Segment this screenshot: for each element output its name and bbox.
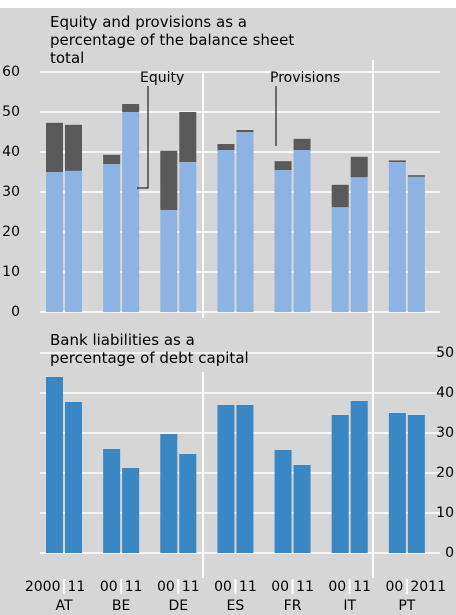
- x-tick-label: 00: [328, 579, 346, 595]
- bar: [407, 175, 425, 177]
- bar: [274, 170, 292, 312]
- y-tick-label: 50: [436, 345, 454, 361]
- annotation: Equity: [140, 70, 184, 86]
- bar: [122, 468, 140, 553]
- group-label: ES: [227, 598, 245, 614]
- y-tick-label: 20: [2, 224, 20, 240]
- group-label: AT: [55, 598, 72, 614]
- y-tick-label: 10: [436, 505, 454, 521]
- x-tick-label: 00: [214, 579, 232, 595]
- x-tick-label: 2011: [410, 579, 446, 595]
- bar: [293, 150, 311, 312]
- bar: [274, 161, 292, 170]
- bar: [217, 144, 235, 150]
- group-label: FR: [284, 598, 302, 614]
- bar: [103, 154, 121, 164]
- title-bg: [40, 14, 380, 60]
- bar: [388, 162, 406, 312]
- x-tick-label: 11: [182, 579, 200, 595]
- y-tick-label: 30: [2, 184, 20, 200]
- bar: [65, 124, 82, 171]
- bar: [407, 176, 425, 312]
- x-tick-label: 11: [239, 579, 257, 595]
- bar: [179, 454, 197, 553]
- bar: [179, 112, 197, 162]
- x-tick-label: 11: [68, 579, 86, 595]
- bar: [350, 156, 368, 178]
- x-tick-label: 2000: [25, 579, 61, 595]
- x-tick-label: 11: [296, 579, 314, 595]
- bar: [407, 415, 425, 553]
- chart-title: Bank liabilities as a percentage of debt …: [50, 331, 249, 367]
- bar: [331, 415, 349, 553]
- bar: [331, 184, 349, 208]
- y-tick-label: 40: [436, 385, 454, 401]
- bar: [350, 401, 368, 553]
- bar: [46, 122, 63, 172]
- bar: [65, 402, 82, 553]
- bar: [293, 138, 311, 150]
- leader-line: [137, 86, 149, 189]
- bar: [217, 405, 235, 553]
- y-tick-label: 20: [436, 465, 454, 481]
- x-tick-label: 00: [100, 579, 118, 595]
- x-tick-label: 11: [125, 579, 143, 595]
- bar: [103, 164, 121, 312]
- bar: [160, 210, 178, 312]
- bar: [103, 449, 121, 553]
- top-strip: [0, 0, 456, 8]
- bar: [160, 434, 178, 553]
- x-tick-label: 00: [157, 579, 175, 595]
- x-tick-label: 00: [386, 579, 404, 595]
- bar: [388, 413, 406, 553]
- bar: [293, 465, 311, 553]
- bar: [122, 112, 140, 312]
- bar: [122, 104, 140, 112]
- bar: [217, 150, 235, 312]
- group-label: PT: [398, 598, 415, 614]
- y-tick-label: 10: [2, 264, 20, 280]
- bar: [65, 170, 82, 312]
- y-tick-label: 0: [445, 545, 454, 561]
- group-label: BE: [112, 598, 130, 614]
- y-tick-label: 50: [2, 104, 20, 120]
- bar: [236, 405, 254, 553]
- bar: [160, 150, 178, 210]
- bar: [179, 162, 197, 312]
- x-tick-label: 00: [271, 579, 289, 595]
- bar: [236, 132, 254, 312]
- y-tick-label: 0: [11, 304, 20, 320]
- y-tick-label: 60: [2, 64, 20, 80]
- bar: [388, 160, 406, 162]
- bar: [46, 172, 63, 312]
- bar: [46, 377, 63, 553]
- bar: [331, 207, 349, 312]
- group-label: DE: [168, 598, 188, 614]
- bar: [350, 177, 368, 312]
- x-tick-label: 11: [353, 579, 371, 595]
- annotation: Provisions: [270, 70, 340, 86]
- y-tick-label: 40: [2, 144, 20, 160]
- bar: [274, 450, 292, 553]
- y-tick-label: 30: [436, 425, 454, 441]
- chart-title: Equity and provisions as a percentage of …: [50, 13, 294, 67]
- title-bg: [40, 318, 330, 372]
- group-label: IT: [343, 598, 356, 614]
- bar: [236, 130, 254, 132]
